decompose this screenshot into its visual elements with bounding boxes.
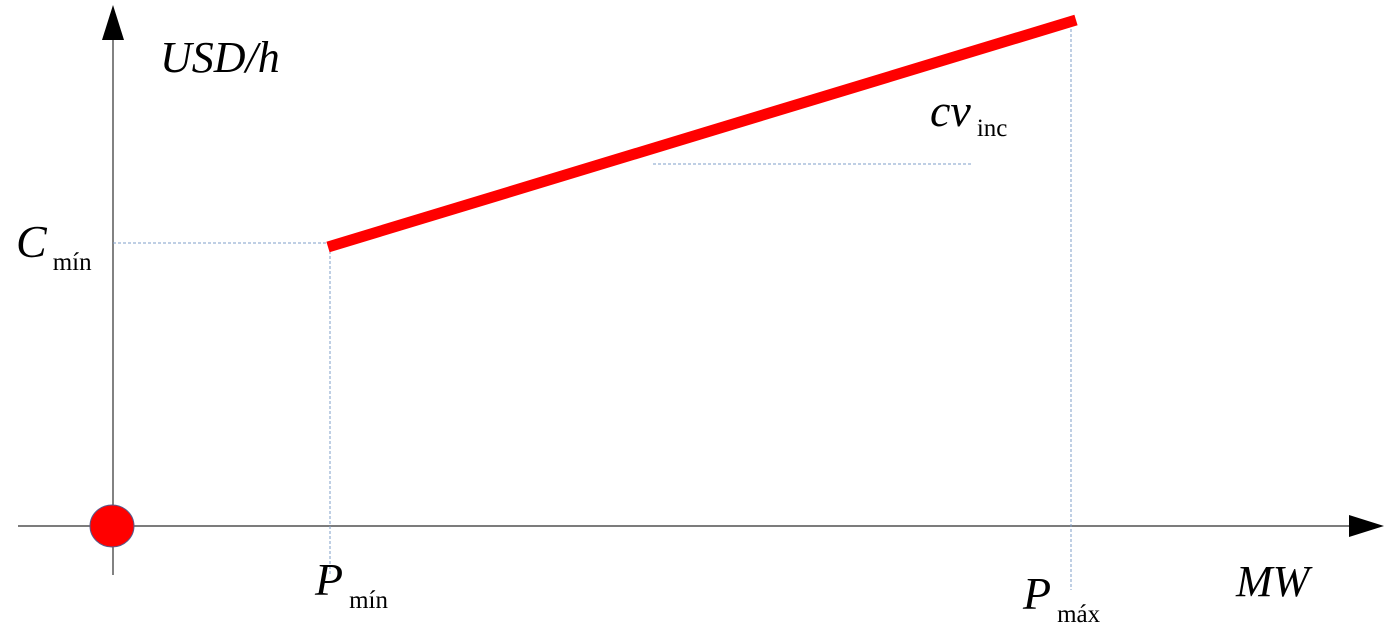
x-axis-label: MW [1235,557,1313,606]
origin-marker [89,504,135,548]
slope-label: cv inc [930,85,1007,142]
p-min-main: P [314,554,343,605]
x-axis-arrowhead [1349,515,1384,537]
p-min-label: P mín [314,554,389,614]
y-axis-label: USD/h [160,33,280,82]
cost-line [326,14,1078,253]
p-max-sub: máx [1057,601,1101,625]
c-min-sub: mín [53,249,92,276]
p-min-sub: mín [349,587,388,614]
slope-main: cv [930,85,971,136]
p-max-label: P máx [1022,568,1101,625]
p-max-main: P [1022,568,1051,619]
slope-sub: inc [977,115,1008,142]
c-min-label: C mín [16,216,92,276]
y-axis-arrowhead [102,5,124,40]
c-min-main: C [16,216,48,267]
